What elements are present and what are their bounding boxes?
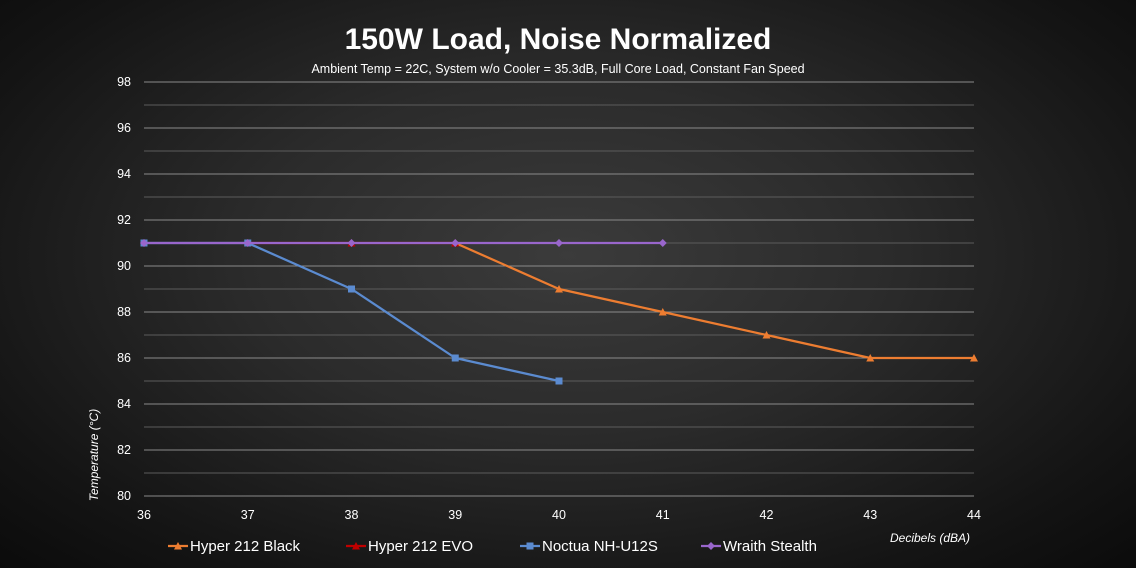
y-axis-ticks: 80 82 84 86 88 90 92 94 96 98 (117, 75, 131, 503)
x-axis-ticks: 36 37 38 39 40 41 42 43 44 (137, 508, 981, 522)
y-tick-label: 94 (117, 167, 131, 181)
x-tick-label: 39 (448, 508, 462, 522)
y-tick-label: 92 (117, 213, 131, 227)
y-tick-label: 82 (117, 443, 131, 457)
legend-item: Wraith Stealth (701, 538, 817, 555)
data-point (347, 239, 356, 247)
data-point (658, 239, 667, 247)
legend-swatch-marker (174, 542, 182, 550)
x-tick-label: 40 (552, 508, 566, 522)
x-tick-label: 43 (863, 508, 877, 522)
series-line (454, 241, 974, 360)
legend-label: Hyper 212 EVO (368, 538, 473, 555)
data-point (451, 239, 460, 247)
legend-item: Hyper 212 Black (168, 538, 301, 555)
legend-label: Noctua NH-U12S (542, 538, 658, 555)
data-point (451, 354, 459, 362)
y-tick-label: 84 (117, 397, 131, 411)
data-point (555, 377, 563, 385)
y-tick-label: 88 (117, 305, 131, 319)
legend-label: Wraith Stealth (723, 538, 817, 555)
x-axis-title: Decibels (dBA) (890, 531, 970, 545)
y-tick-label: 96 (117, 121, 131, 135)
y-tick-label: 90 (117, 259, 131, 273)
x-tick-label: 44 (967, 508, 981, 522)
chart-subtitle: Ambient Temp = 22C, System w/o Cooler = … (311, 62, 804, 76)
x-tick-label: 41 (656, 508, 670, 522)
legend: Hyper 212 Black Hyper 212 EVO Noctua NH-U1… (168, 538, 817, 555)
y-tick-label: 98 (117, 75, 131, 89)
legend-item: Noctua NH-U12S (520, 538, 658, 555)
y-axis-title: Temperature (°C) (87, 409, 101, 501)
y-tick-label: 86 (117, 351, 131, 365)
data-point (658, 308, 667, 316)
data-point (762, 331, 771, 339)
x-tick-label: 37 (241, 508, 255, 522)
data-point (555, 285, 563, 293)
y-tick-label: 80 (117, 489, 131, 503)
data-point (970, 354, 978, 362)
series-layer (140, 239, 978, 385)
x-tick-label: 42 (760, 508, 774, 522)
chart-title: 150W Load, Noise Normalized (345, 23, 772, 56)
series-wraith-stealth (140, 239, 667, 247)
legend-item: Hyper 212 EVO (346, 538, 473, 555)
legend-swatch-marker (352, 542, 360, 550)
data-point (243, 239, 252, 247)
data-point (555, 239, 563, 247)
series-hyper-212-black (451, 239, 978, 362)
x-tick-label: 38 (345, 508, 359, 522)
legend-swatch-marker (526, 542, 534, 550)
legend-swatch-marker (707, 542, 715, 550)
data-point (140, 239, 148, 247)
legend-label: Hyper 212 Black (190, 538, 301, 555)
data-point (866, 354, 875, 362)
x-tick-label: 36 (137, 508, 151, 522)
data-point (348, 285, 355, 293)
